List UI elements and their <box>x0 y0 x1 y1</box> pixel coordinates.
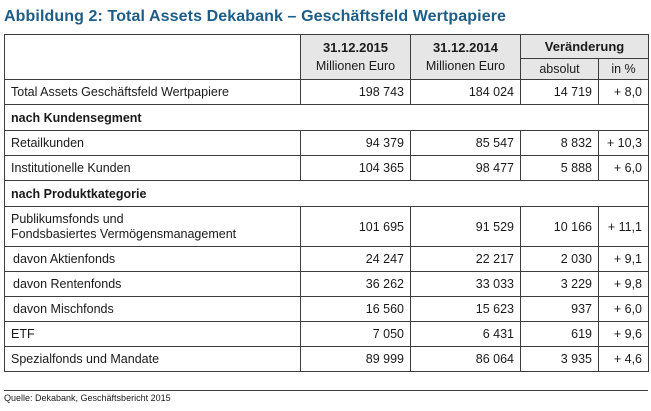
row-label: davon Rentenfonds <box>4 271 301 297</box>
cell-abs: 937 <box>520 296 599 322</box>
cell-2014: 86 064 <box>410 346 521 372</box>
header-2015-date: 31.12.2015 <box>322 40 389 55</box>
table-row: ETF 7 050 6 431 619 + 9,6 <box>4 321 649 347</box>
cell-pct: + 11,1 <box>598 206 649 247</box>
cell-2015: 36 262 <box>300 271 411 297</box>
cell-2014: 6 431 <box>410 321 521 347</box>
table-row-total: Total Assets Geschäftsfeld Wertpapiere 1… <box>4 79 649 105</box>
assets-table: 31.12.2015 Millionen Euro 31.12.2014 Mil… <box>4 34 649 372</box>
cell-2015: 7 050 <box>300 321 411 347</box>
cell-abs: 10 166 <box>520 206 599 247</box>
cell-2015: 198 743 <box>300 79 411 105</box>
figure-title: Abbildung 2: Total Assets Dekabank – Ges… <box>4 8 507 25</box>
header-col-2014: 31.12.2014 Millionen Euro <box>410 34 521 80</box>
cell-2015: 89 999 <box>300 346 411 372</box>
table-row: Institutionelle Kunden 104 365 98 477 5 … <box>4 155 649 181</box>
cell-2014: 85 547 <box>410 130 521 156</box>
section-row-produktkategorie: nach Produktkategorie <box>4 180 649 207</box>
cell-pct: + 10,3 <box>598 130 649 156</box>
section-row-kundensegment: nach Kundensegment <box>4 104 649 131</box>
section-label: nach Kundensegment <box>4 104 649 131</box>
cell-2014: 15 623 <box>410 296 521 322</box>
cell-abs: 3 935 <box>520 346 599 372</box>
cell-pct: + 9,6 <box>598 321 649 347</box>
cell-2014: 98 477 <box>410 155 521 181</box>
header-pct: in % <box>598 58 649 80</box>
cell-2015: 16 560 <box>300 296 411 322</box>
cell-2014: 33 033 <box>410 271 521 297</box>
header-col-2015: 31.12.2015 Millionen Euro <box>300 34 411 80</box>
table-row: Spezialfonds und Mandate 89 999 86 064 3… <box>4 346 649 372</box>
cell-2015: 101 695 <box>300 206 411 247</box>
cell-pct: + 6,0 <box>598 155 649 181</box>
cell-abs: 5 888 <box>520 155 599 181</box>
cell-2015: 104 365 <box>300 155 411 181</box>
cell-abs: 2 030 <box>520 246 599 272</box>
table-row: Retailkunden 94 379 85 547 8 832 + 10,3 <box>4 130 649 156</box>
header-2014-unit: Millionen Euro <box>425 59 506 73</box>
cell-abs: 3 229 <box>520 271 599 297</box>
cell-pct: + 9,8 <box>598 271 649 297</box>
header-abs: absolut <box>520 58 599 80</box>
row-label: Spezialfonds und Mandate <box>4 346 301 372</box>
cell-pct: + 4,6 <box>598 346 649 372</box>
row-label-line1: Publikumsfonds und <box>11 211 124 226</box>
cell-pct: + 9,1 <box>598 246 649 272</box>
header-change: Veränderung <box>520 34 649 59</box>
header-row-2: absolut in % <box>5 58 649 80</box>
table-row: davon Rentenfonds 36 262 33 033 3 229 + … <box>4 271 649 297</box>
cell-abs: 14 719 <box>520 79 599 105</box>
section-label: nach Produktkategorie <box>4 180 649 207</box>
row-label: davon Mischfonds <box>4 296 301 322</box>
table-row: davon Aktienfonds 24 247 22 217 2 030 + … <box>4 246 649 272</box>
header-2014-date: 31.12.2014 <box>432 40 499 55</box>
row-label: Retailkunden <box>4 130 301 156</box>
cell-abs: 8 832 <box>520 130 599 156</box>
cell-pct: + 6,0 <box>598 296 649 322</box>
header-2015-unit: Millionen Euro <box>315 59 396 73</box>
row-label-line2: Fondsbasiertes Vermögensmanagement <box>11 226 237 241</box>
cell-2014: 184 024 <box>410 79 521 105</box>
cell-abs: 619 <box>520 321 599 347</box>
table-row: davon Mischfonds 16 560 15 623 937 + 6,0 <box>4 296 649 322</box>
header-row-1: 31.12.2015 Millionen Euro 31.12.2014 Mil… <box>4 34 649 80</box>
row-label: Institutionelle Kunden <box>4 155 301 181</box>
table-row: Publikumsfonds und Fondsbasiertes Vermög… <box>4 206 649 247</box>
cell-2015: 24 247 <box>300 246 411 272</box>
cell-2015: 94 379 <box>300 130 411 156</box>
cell-2014: 22 217 <box>410 246 521 272</box>
row-label: Total Assets Geschäftsfeld Wertpapiere <box>4 79 301 105</box>
row-label: ETF <box>4 321 301 347</box>
row-label: davon Aktienfonds <box>4 246 301 272</box>
cell-pct: + 8,0 <box>598 79 649 105</box>
header-label-cell <box>4 34 301 80</box>
row-label: Publikumsfonds und Fondsbasiertes Vermög… <box>4 206 301 247</box>
cell-2014: 91 529 <box>410 206 521 247</box>
source-note: Quelle: Dekabank, Geschäftsbericht 2015 <box>4 390 648 403</box>
